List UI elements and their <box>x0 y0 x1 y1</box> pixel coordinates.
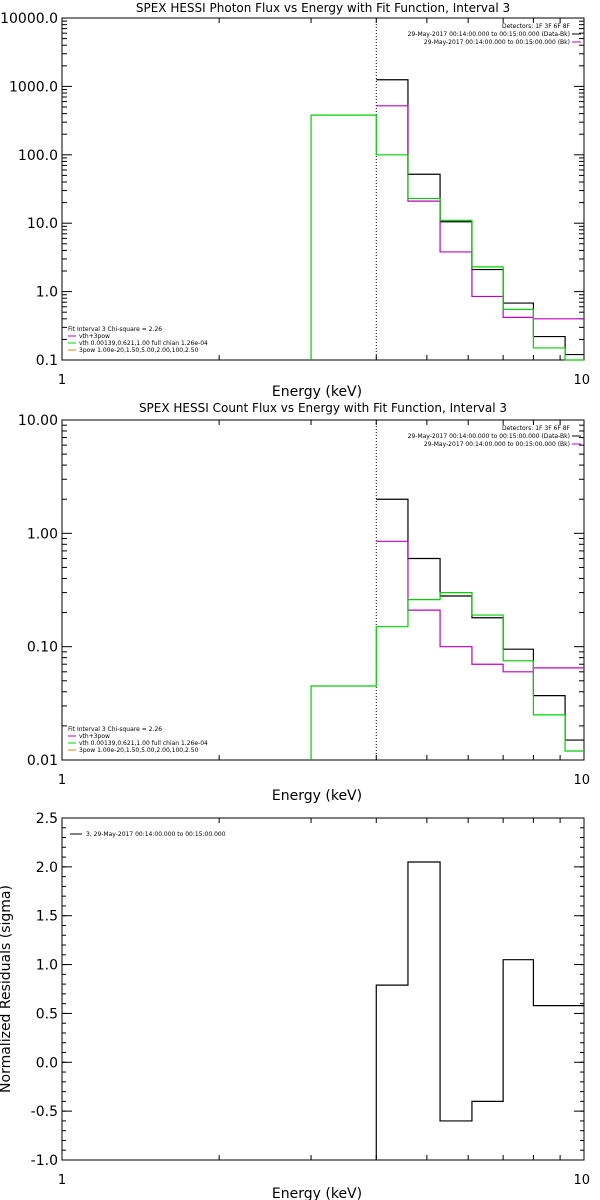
legend-entry: vth+3pow <box>79 733 110 740</box>
x-axis-label: Energy (keV) <box>272 384 362 400</box>
legend-entry: 3pow 1.00e-20,1.50,5.00,2.00,100,2.50 <box>79 347 199 354</box>
histogram-series-0 <box>375 861 584 1160</box>
legend-entry: vth 0.00139,0.621,1.00 full chian 1.26e-… <box>79 740 208 747</box>
y-tick-label: -1.0 <box>31 1153 58 1169</box>
photon-flux-panel: SPEX HESSI Photon Flux vs Energy with Fi… <box>0 1 590 400</box>
x-tick-label: 1 <box>58 773 66 788</box>
x-tick-label: 10 <box>573 1173 590 1188</box>
histogram-series-0 <box>376 498 584 741</box>
legend-entry: Fit Interval 3 Chi-square = 2.26 <box>68 726 162 733</box>
y-tick-label: 10.00 <box>18 413 58 429</box>
count-flux-panel: SPEX HESSI Count Flux vs Energy with Fit… <box>18 401 590 804</box>
y-tick-label: 10.0 <box>27 216 58 232</box>
y-tick-label: 2.5 <box>36 811 58 827</box>
y-tick-label: 10000.0 <box>0 11 58 27</box>
y-tick-label: 1.0 <box>36 285 58 301</box>
y-tick-label: 1.00 <box>27 526 58 542</box>
y-axis-label: Normalized Residuals (sigma) <box>0 885 14 1093</box>
x-axis-label: Energy (keV) <box>272 1186 362 1200</box>
y-tick-label: 1.0 <box>36 958 58 974</box>
y-tick-label: 0.0 <box>36 1055 58 1071</box>
legend-entry: 29-May-2017 00:14:00.000 to 00:15:00.000… <box>408 31 570 38</box>
x-axis-label: Energy (keV) <box>272 788 362 804</box>
y-tick-label: 100.0 <box>18 148 58 164</box>
legend-entry: 3, 29-May-2017 00:14:00.000 to 00:15:00.… <box>86 831 226 838</box>
legend-entry: 29-May-2017 00:14:00.000 to 00:15:00.000… <box>424 39 570 46</box>
chart-title: SPEX HESSI Count Flux vs Energy with Fit… <box>139 401 507 415</box>
plot-frame <box>61 17 585 361</box>
legend-entry: Fit Interval 3 Chi-square = 2.26 <box>68 326 162 333</box>
chart-title: SPEX HESSI Photon Flux vs Energy with Fi… <box>136 1 510 15</box>
x-tick-label: 10 <box>573 773 590 788</box>
residuals-panel: 1 10 Energy (keV) -1.0 -0.5 0.0 0.5 1.0 1.5 2.0 2.… <box>0 811 590 1200</box>
x-tick-label: 1 <box>58 1173 66 1188</box>
legend-entry: 3pow 1.00e-20,1.50,5.00,2.00,100,2.50 <box>79 747 199 754</box>
histogram-series-2 <box>310 591 584 760</box>
plot-frame <box>61 817 585 1161</box>
y-tick-label: 0.10 <box>27 640 58 656</box>
legend-entry: Detectors: 1F 3F 6F 8F <box>502 23 571 30</box>
histogram-series-2 <box>310 114 584 361</box>
histogram-series-0 <box>376 79 584 356</box>
y-tick-label: 0.01 <box>27 753 58 769</box>
y-tick-label: 0.5 <box>36 1006 58 1022</box>
x-tick-label: 10 <box>573 373 590 388</box>
x-tick-label: 1 <box>58 373 66 388</box>
legend-entry: 29-May-2017 00:14:00.000 to 00:15:00.000… <box>424 441 570 448</box>
histogram-series-1 <box>376 105 584 320</box>
legend-entry: 29-May-2017 00:14:00.000 to 00:15:00.000… <box>408 433 570 440</box>
y-tick-label: 1.5 <box>36 909 58 925</box>
y-tick-label: -0.5 <box>31 1104 58 1120</box>
y-tick-label: 2.0 <box>36 860 58 876</box>
y-tick-label: 1000.0 <box>9 79 58 95</box>
legend-entry: Detectors: 1F 3F 6F 8F <box>502 425 571 432</box>
plot-frame <box>61 419 585 761</box>
legend-entry: vth 0.00139,0.621,1.00 full chian 1.26e-… <box>79 340 208 347</box>
y-tick-label: 0.1 <box>36 353 58 369</box>
legend-entry: vth+3pow <box>79 333 110 340</box>
